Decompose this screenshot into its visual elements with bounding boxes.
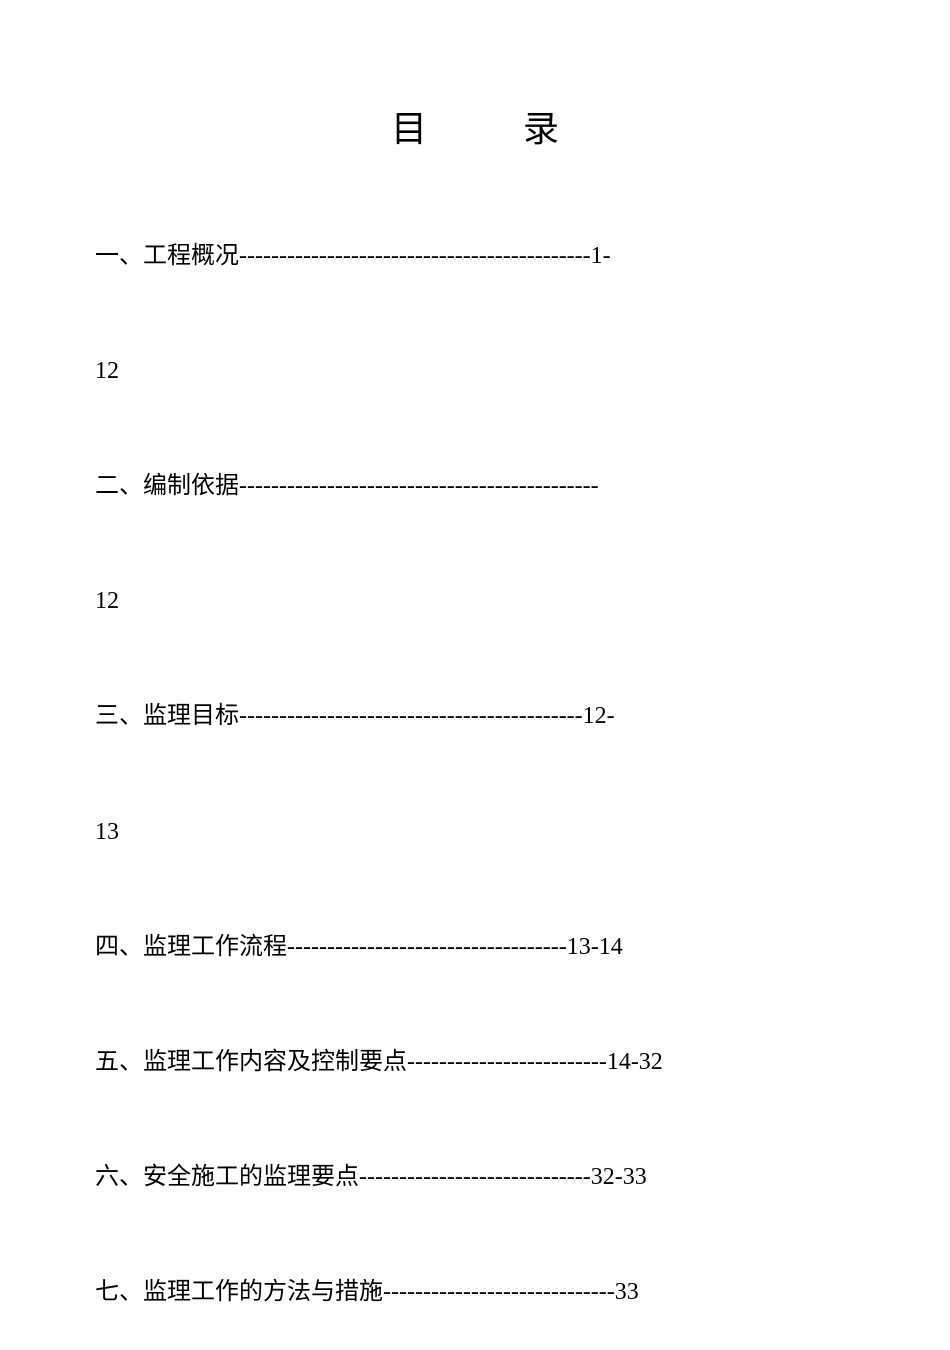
- toc-dashes: ----------------------------------------…: [239, 473, 599, 499]
- toc-page: 13-14: [567, 934, 623, 960]
- toc-page: 12-: [583, 703, 615, 729]
- toc-label: 六、安全施工的监理要点: [95, 1164, 359, 1190]
- toc-continuation: 12: [95, 352, 855, 390]
- toc-label: 四、监理工作流程: [95, 934, 287, 960]
- toc-entry: 二、编制依据----------------------------------…: [95, 467, 855, 505]
- toc-dashes: -----------------------------------: [287, 934, 567, 960]
- toc-dashes: -------------------------: [407, 1049, 607, 1075]
- toc-label: 二、编制依据: [95, 473, 239, 499]
- toc-label: 七、监理工作的方法与措施: [95, 1279, 383, 1305]
- toc-continuation: 13: [95, 813, 855, 851]
- toc-page: 32-33: [591, 1164, 647, 1190]
- toc-entry: 三、监理目标----------------------------------…: [95, 697, 855, 735]
- toc-dashes: -----------------------------: [359, 1164, 591, 1190]
- toc-list: 一、工程概况----------------------------------…: [95, 160, 855, 1350]
- toc-dashes: ----------------------------------------…: [239, 703, 583, 729]
- toc-title: 目 录: [95, 100, 855, 152]
- toc-entry: 六、安全施工的监理要点-----------------------------…: [95, 1158, 855, 1196]
- toc-page: 14-32: [607, 1049, 663, 1075]
- toc-dashes: ----------------------------------------…: [239, 243, 591, 269]
- toc-page: 1-: [591, 243, 611, 269]
- toc-continuation: 12: [95, 582, 855, 620]
- toc-label: 一、工程概况: [95, 243, 239, 269]
- toc-label: 五、监理工作内容及控制要点: [95, 1049, 407, 1075]
- toc-entry: 五、监理工作内容及控制要点-------------------------14…: [95, 1043, 855, 1081]
- toc-dashes: -----------------------------: [383, 1279, 615, 1305]
- toc-entry: 四、监理工作流程--------------------------------…: [95, 928, 855, 966]
- toc-label: 三、监理目标: [95, 703, 239, 729]
- toc-page: 33: [615, 1279, 639, 1305]
- toc-entry: 七、监理工作的方法与措施----------------------------…: [95, 1273, 855, 1311]
- toc-entry: 一、工程概况----------------------------------…: [95, 237, 855, 275]
